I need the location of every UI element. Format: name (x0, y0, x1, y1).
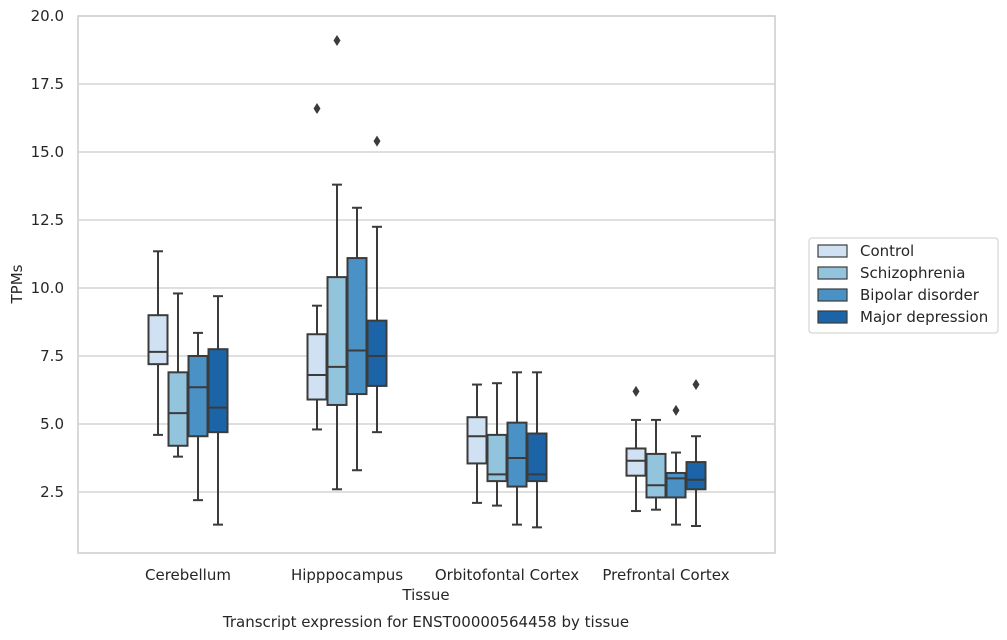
box-iqr (187, 355, 209, 438)
x-tick-label: Hipppocampus (291, 566, 403, 584)
box-iqr (167, 371, 189, 447)
x-tick-label: Prefrontal Cortex (602, 566, 729, 584)
x-tick-labels: Cerebellum Hipppocampus Orbitofontal Corte… (145, 566, 730, 584)
x-axis-label: Tissue (401, 586, 449, 604)
legend: Control Schizophrenia Bipolar disorder Majo… (808, 237, 999, 334)
y-tick-label: 15.0 (31, 143, 64, 161)
box-iqr (326, 276, 348, 406)
legend-swatch (817, 310, 848, 324)
box-series (147, 34, 707, 529)
box-iqr (526, 432, 548, 483)
box-iqr (665, 471, 687, 499)
box-plot (366, 135, 388, 434)
box-plot (147, 250, 169, 436)
y-tick-label: 20.0 (31, 7, 64, 25)
box-iqr (645, 452, 667, 499)
box-plot (346, 206, 368, 472)
box-plot (466, 383, 488, 504)
plot-area-frame (77, 15, 776, 554)
box-plot (625, 385, 647, 513)
y-tick-label: 17.5 (31, 75, 64, 93)
box-iqr (685, 461, 707, 491)
outlier-marker (333, 34, 341, 46)
legend-frame (808, 237, 999, 334)
series-schizophrenia (167, 34, 667, 511)
outlier-marker (672, 404, 680, 416)
box-plot (207, 295, 229, 526)
box-plot (526, 371, 548, 529)
y-tick-label: 2.5 (40, 483, 64, 501)
box-plot (187, 331, 209, 502)
outlier-marker (692, 379, 700, 391)
outlier-marker (373, 135, 381, 147)
box-plot (486, 382, 508, 507)
box-plot (685, 379, 707, 527)
box-iqr (346, 257, 368, 396)
box-plot (167, 292, 189, 458)
x-tick-label: Orbitofontal Cortex (435, 566, 579, 584)
series-control (147, 102, 647, 513)
box-plot (326, 34, 348, 491)
box-plot (306, 102, 328, 431)
legend-label: Schizophrenia (860, 264, 965, 282)
box-plot (665, 404, 687, 526)
box-plot (645, 418, 667, 511)
box-iqr (306, 333, 328, 401)
legend-swatch (817, 244, 848, 258)
y-axis-label: TPMs (8, 264, 26, 304)
y-tick-label: 12.5 (31, 211, 64, 229)
box-iqr (506, 421, 528, 488)
legend-swatch (817, 288, 848, 302)
series-major-depression (207, 135, 707, 529)
series-bipolar-disorder (187, 206, 687, 526)
y-tick-labels: 2.5 5.0 7.5 10.0 12.5 15.0 17.5 20.0 (31, 7, 64, 501)
y-tick-label: 7.5 (40, 347, 64, 365)
legend-label: Bipolar disorder (860, 286, 980, 304)
y-tick-label: 5.0 (40, 415, 64, 433)
y-tick-label: 10.0 (31, 279, 64, 297)
outlier-marker (313, 102, 321, 114)
legend-label: Control (860, 242, 914, 260)
outlier-marker (632, 385, 640, 397)
box-plot (506, 371, 528, 526)
box-iqr (366, 319, 388, 387)
chart-caption: Transcript expression for ENST0000056445… (222, 613, 629, 631)
legend-label: Major depression (860, 308, 988, 326)
box-iqr (625, 447, 647, 477)
x-tick-label: Cerebellum (145, 566, 231, 584)
box-iqr (207, 348, 229, 434)
legend-swatch (817, 266, 848, 280)
box-iqr (466, 416, 488, 465)
box-iqr (147, 314, 169, 366)
